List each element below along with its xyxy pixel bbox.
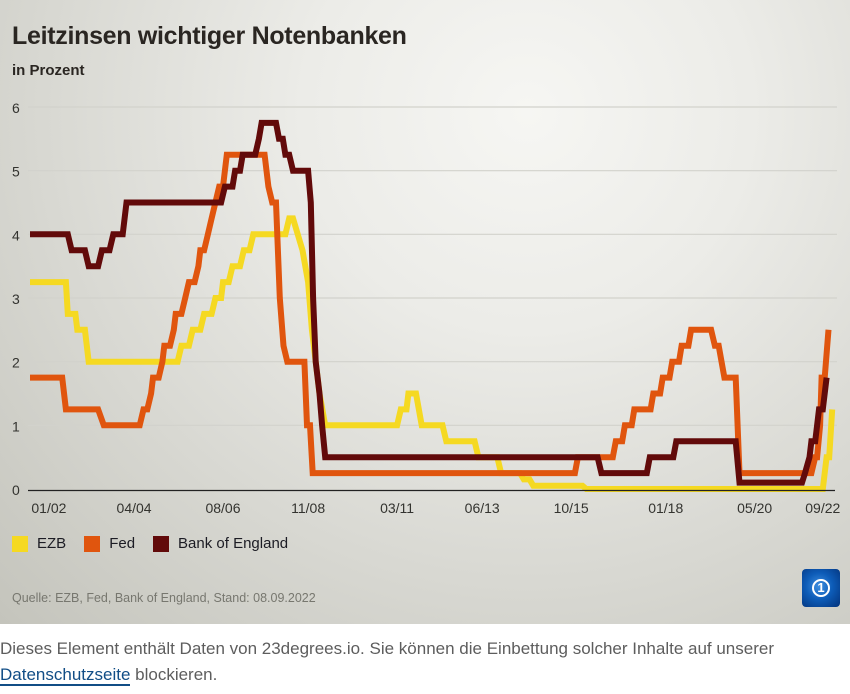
y-tick-label: 4 (12, 227, 20, 243)
logo-one-glyph: 1 (817, 580, 825, 595)
x-tick-label: 10/15 (554, 500, 589, 516)
legend-swatch-fed (84, 535, 101, 552)
y-tick-label: 2 (12, 355, 20, 371)
legend-item-ezb: EZB (12, 535, 66, 552)
legend-item-fed: Fed (84, 535, 135, 552)
legend-label-fed: Fed (109, 535, 136, 552)
tagesschau-globe-icon: 1 (802, 569, 840, 607)
y-tick-label: 3 (12, 291, 20, 307)
privacy-page-link[interactable]: Datenschutzseite (0, 665, 131, 686)
series-line-ezb (30, 215, 836, 492)
x-tick-label: 01/18 (648, 500, 683, 516)
chart-card: Leitzinsen wichtiger Notenbanken in Proz… (0, 0, 850, 624)
x-tick-label: 06/13 (465, 500, 500, 516)
series-line-fed (30, 151, 832, 477)
x-axis-ticks: 01/02 04/04 08/06 11/08 03/11 06/13 10/15 01/18… (31, 500, 840, 516)
notice-text-after: blockieren. (130, 665, 218, 684)
y-axis-ticks: 0 1 2 3 4 5 6 (12, 100, 20, 498)
globe-ring-icon (812, 579, 830, 597)
grid-lines (28, 106, 837, 426)
x-tick-label: 04/04 (117, 500, 152, 516)
x-tick-label: 11/08 (291, 500, 325, 516)
x-tick-label: 03/11 (380, 500, 414, 516)
x-tick-label: 09/22 (805, 500, 840, 516)
y-tick-label: 1 (12, 418, 20, 434)
legend-label-ezb: EZB (37, 535, 67, 552)
legend-item-boe: Bank of England (153, 535, 288, 552)
line-chart: 0 1 2 3 4 5 6 01/02 04/04 08/06 11/08 03/11 06/13 10… (12, 100, 841, 516)
chart-title: Leitzinsen wichtiger Notenbanken (12, 22, 407, 50)
x-tick-label: 08/06 (205, 500, 240, 516)
legend-swatch-boe (153, 535, 170, 552)
legend-label-boe: Bank of England (178, 535, 289, 552)
source-note: Quelle: EZB, Fed, Bank of England, Stand… (12, 591, 316, 605)
y-tick-label: 5 (12, 164, 20, 180)
series-lines (30, 119, 836, 492)
chart-subtitle: in Prozent (12, 62, 85, 79)
y-tick-label: 6 (12, 100, 20, 116)
x-tick-label: 01/02 (31, 500, 66, 516)
series-line-bank-of-england (30, 119, 830, 486)
legend: EZB Fed Bank of England (12, 535, 306, 552)
x-tick-label: 05/20 (737, 500, 772, 516)
legend-swatch-ezb (12, 535, 28, 552)
notice-text-before: Dieses Element enthält Daten von 23degre… (0, 639, 774, 658)
y-tick-label: 0 (12, 482, 20, 498)
embed-notice: Dieses Element enthält Daten von 23degre… (0, 636, 840, 688)
